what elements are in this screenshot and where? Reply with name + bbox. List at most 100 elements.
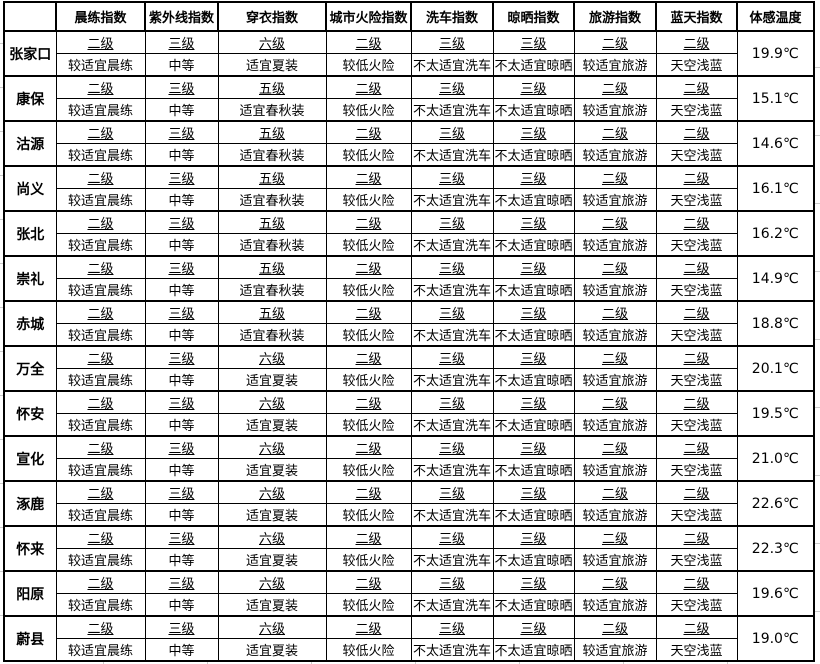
index-level-cell[interactable]: 三级 [410, 165, 494, 189]
index-level-cell[interactable]: 二级 [325, 165, 412, 189]
index-level-cell[interactable]: 二级 [655, 120, 738, 144]
index-level-cell[interactable]: 二级 [325, 75, 412, 99]
index-level-cell[interactable]: 二级 [573, 615, 657, 639]
index-level-cell[interactable]: 三级 [492, 345, 575, 369]
index-level-cell[interactable]: 二级 [573, 570, 657, 594]
index-level-cell[interactable]: 二级 [655, 345, 738, 369]
index-level-cell[interactable]: 三级 [492, 615, 575, 639]
index-level-cell[interactable]: 三级 [410, 525, 494, 549]
index-level-cell[interactable]: 二级 [655, 255, 738, 279]
index-level-cell[interactable]: 三级 [410, 30, 494, 54]
index-level-cell[interactable]: 三级 [492, 300, 575, 324]
index-level-cell[interactable]: 三级 [144, 75, 219, 99]
index-level-cell[interactable]: 二级 [55, 30, 146, 54]
index-level-cell[interactable]: 二级 [55, 255, 146, 279]
index-level-cell[interactable]: 三级 [144, 615, 219, 639]
index-level-cell[interactable]: 二级 [573, 255, 657, 279]
index-level-cell[interactable]: 二级 [325, 30, 412, 54]
index-level-cell[interactable]: 六级 [217, 390, 327, 414]
index-level-cell[interactable]: 三级 [144, 30, 219, 54]
index-level-cell[interactable]: 三级 [410, 480, 494, 504]
index-level-cell[interactable]: 二级 [573, 165, 657, 189]
index-level-cell[interactable]: 三级 [410, 210, 494, 234]
index-level-cell[interactable]: 三级 [492, 255, 575, 279]
index-level-cell[interactable]: 二级 [325, 120, 412, 144]
index-level-cell[interactable]: 三级 [144, 120, 219, 144]
index-level-cell[interactable]: 五级 [217, 165, 327, 189]
index-level-cell[interactable]: 二级 [655, 570, 738, 594]
index-level-cell[interactable]: 三级 [144, 480, 219, 504]
index-level-cell[interactable]: 二级 [573, 120, 657, 144]
index-level-cell[interactable]: 二级 [655, 300, 738, 324]
index-level-cell[interactable]: 三级 [144, 345, 219, 369]
index-level-cell[interactable]: 二级 [573, 30, 657, 54]
index-level-cell[interactable]: 二级 [655, 525, 738, 549]
index-level-cell[interactable]: 三级 [410, 435, 494, 459]
index-level-cell[interactable]: 五级 [217, 75, 327, 99]
index-level-cell[interactable]: 二级 [325, 435, 412, 459]
index-level-cell[interactable]: 五级 [217, 255, 327, 279]
index-level-cell[interactable]: 二级 [55, 480, 146, 504]
index-level-cell[interactable]: 三级 [492, 75, 575, 99]
index-level-cell[interactable]: 三级 [410, 255, 494, 279]
index-level-cell[interactable]: 二级 [325, 570, 412, 594]
index-level-cell[interactable]: 六级 [217, 435, 327, 459]
index-level-cell[interactable]: 三级 [144, 165, 219, 189]
index-level-cell[interactable]: 三级 [492, 525, 575, 549]
index-level-cell[interactable]: 二级 [55, 210, 146, 234]
index-level-cell[interactable]: 二级 [325, 615, 412, 639]
index-level-cell[interactable]: 二级 [55, 120, 146, 144]
index-level-cell[interactable]: 六级 [217, 615, 327, 639]
index-level-cell[interactable]: 二级 [55, 525, 146, 549]
index-level-cell[interactable]: 二级 [325, 480, 412, 504]
index-level-cell[interactable]: 二级 [325, 525, 412, 549]
index-level-cell[interactable]: 三级 [144, 300, 219, 324]
index-level-cell[interactable]: 三级 [410, 390, 494, 414]
index-level-cell[interactable]: 三级 [144, 255, 219, 279]
index-level-cell[interactable]: 六级 [217, 525, 327, 549]
index-level-cell[interactable]: 二级 [55, 345, 146, 369]
index-level-cell[interactable]: 三级 [144, 525, 219, 549]
index-level-cell[interactable]: 二级 [573, 300, 657, 324]
index-level-cell[interactable]: 三级 [144, 435, 219, 459]
index-level-cell[interactable]: 二级 [573, 210, 657, 234]
index-level-cell[interactable]: 五级 [217, 120, 327, 144]
index-level-cell[interactable]: 三级 [492, 480, 575, 504]
index-level-cell[interactable]: 二级 [55, 165, 146, 189]
index-level-cell[interactable]: 二级 [573, 435, 657, 459]
index-level-cell[interactable]: 三级 [492, 435, 575, 459]
index-level-cell[interactable]: 二级 [573, 345, 657, 369]
index-level-cell[interactable]: 六级 [217, 570, 327, 594]
index-level-cell[interactable]: 二级 [55, 75, 146, 99]
index-level-cell[interactable]: 二级 [573, 525, 657, 549]
index-level-cell[interactable]: 二级 [655, 75, 738, 99]
index-level-cell[interactable]: 二级 [655, 210, 738, 234]
index-level-cell[interactable]: 二级 [655, 480, 738, 504]
index-level-cell[interactable]: 二级 [573, 75, 657, 99]
index-level-cell[interactable]: 三级 [492, 165, 575, 189]
index-level-cell[interactable]: 三级 [410, 570, 494, 594]
index-level-cell[interactable]: 三级 [492, 390, 575, 414]
index-level-cell[interactable]: 三级 [492, 570, 575, 594]
index-level-cell[interactable]: 三级 [144, 570, 219, 594]
index-level-cell[interactable]: 三级 [410, 615, 494, 639]
index-level-cell[interactable]: 五级 [217, 210, 327, 234]
index-level-cell[interactable]: 二级 [325, 390, 412, 414]
index-level-cell[interactable]: 二级 [325, 345, 412, 369]
index-level-cell[interactable]: 六级 [217, 345, 327, 369]
index-level-cell[interactable]: 二级 [655, 435, 738, 459]
index-level-cell[interactable]: 二级 [655, 390, 738, 414]
index-level-cell[interactable]: 二级 [325, 210, 412, 234]
index-level-cell[interactable]: 二级 [55, 390, 146, 414]
index-level-cell[interactable]: 三级 [410, 120, 494, 144]
index-level-cell[interactable]: 六级 [217, 480, 327, 504]
index-level-cell[interactable]: 二级 [655, 165, 738, 189]
index-level-cell[interactable]: 二级 [655, 615, 738, 639]
index-level-cell[interactable]: 二级 [55, 615, 146, 639]
index-level-cell[interactable]: 三级 [492, 30, 575, 54]
index-level-cell[interactable]: 三级 [410, 75, 494, 99]
index-level-cell[interactable]: 二级 [573, 480, 657, 504]
index-level-cell[interactable]: 二级 [55, 435, 146, 459]
index-level-cell[interactable]: 三级 [492, 120, 575, 144]
index-level-cell[interactable]: 二级 [55, 570, 146, 594]
